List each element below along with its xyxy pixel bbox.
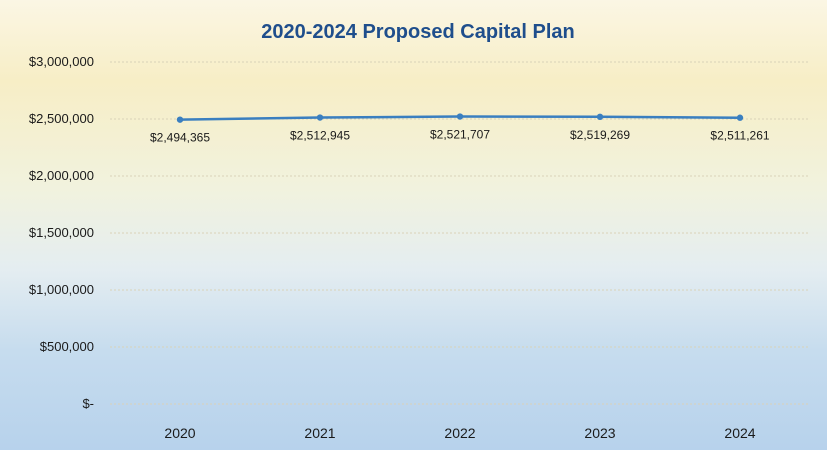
data-point [316, 114, 324, 121]
x-tick-label: 2024 [724, 425, 755, 441]
data-point [176, 116, 184, 123]
y-tick-label: $2,000,000 [29, 168, 94, 183]
y-tick-label: $1,000,000 [29, 282, 94, 297]
y-tick-label: $- [82, 396, 94, 411]
y-tick-label: $1,500,000 [29, 225, 94, 240]
data-labels: $2,494,365 $2,512,945 $2,521,707 $2,519,269… [150, 128, 770, 145]
y-tick-label: $500,000 [40, 339, 94, 354]
x-axis-tick-labels: 2020 2021 2022 2023 2024 [164, 425, 755, 441]
data-label: $2,519,269 [570, 128, 630, 142]
data-label: $2,511,261 [710, 129, 769, 143]
data-label: $2,494,365 [150, 131, 210, 145]
data-label: $2,521,707 [430, 128, 490, 142]
x-tick-label: 2022 [444, 425, 475, 441]
data-point [736, 114, 744, 121]
x-tick-label: 2023 [584, 425, 615, 441]
data-point [456, 113, 464, 120]
data-label: $2,512,945 [290, 129, 350, 143]
y-axis-tick-labels: $- $500,000 $1,000,000 $1,500,000 $2,000,000… [29, 54, 94, 411]
x-tick-label: 2020 [164, 425, 195, 441]
chart-title: 2020-2024 Proposed Capital Plan [261, 21, 574, 43]
series [176, 113, 744, 123]
y-tick-label: $3,000,000 [29, 54, 94, 69]
x-tick-label: 2021 [304, 425, 335, 441]
data-point [596, 113, 604, 121]
y-tick-label: $2,500,000 [29, 111, 94, 126]
